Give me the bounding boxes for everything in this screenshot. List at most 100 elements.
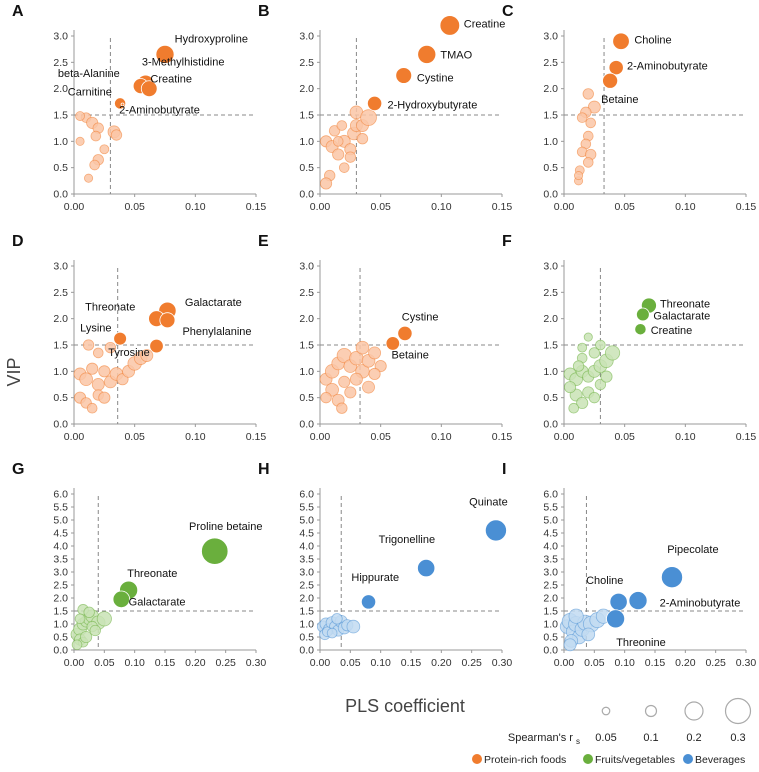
minor-point: [355, 340, 370, 355]
y-tick-label: 1.0: [543, 136, 558, 148]
panel-letter-F: F: [502, 233, 512, 250]
y-tick-label: 3.0: [299, 567, 314, 579]
point-threonine: [606, 609, 626, 629]
minor-point: [89, 159, 100, 171]
minor-point: [79, 372, 93, 387]
y-tick-label: 5.5: [53, 502, 68, 514]
minor-point: [328, 125, 341, 137]
y-tick-label: 2.0: [543, 313, 558, 325]
panel-G: G 0.00.51.01.52.02.53.03.54.04.55.05.56.0…: [12, 461, 266, 669]
point-label: Hippurate: [351, 572, 399, 584]
y-tick-label: 3.5: [53, 554, 68, 566]
panel-I: I 0.00.51.01.52.02.53.03.54.04.55.05.56.0…: [502, 461, 756, 669]
y-tick-label: 2.0: [299, 593, 314, 605]
minor-point: [368, 346, 382, 360]
x-tick-label: 0.05: [124, 431, 145, 443]
minor-point: [349, 372, 363, 386]
y-tick-label: 1.5: [543, 606, 558, 618]
point-hydroxyproline: [155, 44, 175, 64]
minor-point: [74, 613, 86, 625]
point-cystine: [395, 67, 413, 84]
point-tmao: [417, 44, 437, 64]
y-tick-label: 5.0: [53, 515, 68, 527]
panels: A0.00.51.01.52.02.53.00.00 0.05 0.10 0.15Hy…: [12, 3, 756, 669]
point-cystine: [397, 325, 413, 341]
x-tick-label: 0.00: [310, 657, 331, 669]
point-label: Galactarate: [653, 310, 710, 322]
legend-label-fruit: Fruits/vegetables: [595, 754, 675, 766]
minor-point: [83, 606, 95, 618]
point-label: Choline: [634, 34, 671, 46]
point-2-aminobutyrate: [120, 102, 125, 107]
point-choline: [612, 32, 630, 50]
point-label: Galactarate: [129, 596, 186, 608]
size-legend-label: 0.3: [730, 732, 745, 744]
point-choline: [609, 592, 628, 612]
x-tick-label: 0.10: [675, 201, 696, 213]
x-tick-label: 0.15: [492, 431, 513, 443]
minor-point: [568, 608, 584, 624]
x-tick-label: 0.05: [340, 657, 361, 669]
x-axis-label: PLS coefficient: [345, 696, 465, 716]
y-tick-label: 0.0: [299, 189, 314, 201]
point-phenylalanine: [159, 312, 176, 329]
point-label: Pipecolate: [667, 544, 718, 556]
minor-point: [356, 133, 369, 145]
point-tyrosine: [149, 338, 164, 354]
panel-letter-A: A: [12, 3, 24, 20]
x-tick-label: 0.00: [554, 657, 575, 669]
y-tick-label: 2.5: [543, 287, 558, 299]
x-tick-label: 0.10: [124, 657, 145, 669]
x-tick-label: 0.25: [705, 657, 726, 669]
x-tick-label: 0.15: [401, 657, 422, 669]
y-tick-label: 0.5: [299, 392, 314, 404]
y-tick-label: 1.5: [53, 110, 68, 122]
y-tick-label: 2.5: [299, 580, 314, 592]
x-tick-label: 0.00: [64, 201, 85, 213]
minor-point: [360, 109, 377, 126]
y-tick-label: 6.0: [53, 489, 68, 501]
size-legend-circle: [684, 701, 704, 721]
panel-A: A 0.0 0.5 1.0 1.5 2.0 2.5 3.0 0.00 0.05 0.10 0.15 Hy…: [12, 3, 266, 213]
legend-label-beverage: Beverages: [695, 754, 745, 766]
minor-point: [75, 136, 85, 146]
x-tick-label: 0.20: [675, 657, 696, 669]
panel-E: E 0.0 0.5 1.0 1.5 2.0 2.5 3.0 0.00 0.05 0.10 0.15 Cy…: [258, 233, 512, 443]
size-legend-label: 0.1: [643, 732, 658, 744]
y-tick-label: 3.0: [53, 261, 68, 273]
point-galactarate: [112, 590, 131, 609]
point-galactarate: [636, 307, 650, 322]
point-label: 2-Aminobutyrate: [119, 104, 200, 116]
minor-point: [588, 347, 601, 359]
y-tick-label: 2.5: [299, 287, 314, 299]
panel-letter-G: G: [12, 461, 24, 478]
y-tick-label: 3.0: [543, 567, 558, 579]
y-tick-label: 1.5: [299, 340, 314, 352]
y-tick-label: 4.5: [299, 528, 314, 540]
minor-point: [336, 402, 348, 414]
minor-point: [595, 339, 606, 351]
y-tick-label: 0.5: [53, 632, 68, 644]
x-tick-label: 0.05: [614, 431, 635, 443]
x-tick-label: 0.10: [431, 201, 452, 213]
y-tick-label: 0.5: [53, 392, 68, 404]
x-tick-label: 0.15: [736, 431, 757, 443]
y-tick-label: 1.0: [299, 136, 314, 148]
minor-point: [86, 362, 99, 375]
size-legend-label: 0.2: [686, 732, 701, 744]
y-tick-label: 5.0: [299, 515, 314, 527]
x-tick-label: 0.10: [614, 657, 635, 669]
point-creatine: [140, 80, 158, 98]
point-label: Threonate: [85, 302, 135, 314]
x-tick-label: 0.30: [736, 657, 757, 669]
panel-H: H 0.00.51.01.52.02.53.03.54.04.55.05.56.0…: [258, 461, 512, 669]
legend-dot-beverage: [683, 754, 693, 764]
minor-point: [332, 148, 345, 161]
x-tick-label: 0.10: [185, 201, 206, 213]
panel-letter-C: C: [502, 3, 514, 20]
minor-point: [346, 619, 361, 634]
point-label: Quinate: [469, 496, 508, 508]
y-tick-label: 2.0: [53, 313, 68, 325]
y-tick-label: 1.5: [299, 606, 314, 618]
